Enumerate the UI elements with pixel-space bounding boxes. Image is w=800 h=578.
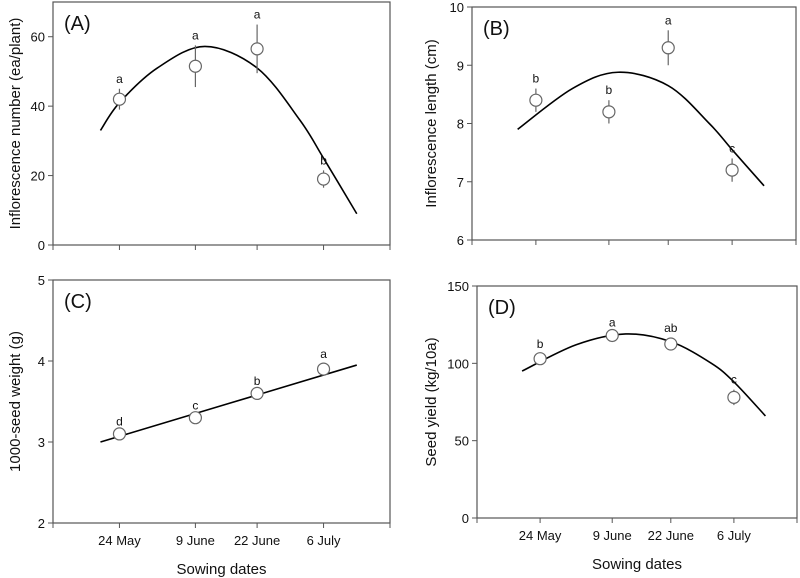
- data-point: [605, 328, 619, 343]
- y-tick-label: 8: [457, 117, 464, 132]
- y-tick-label: 9: [457, 58, 464, 73]
- data-point: [316, 172, 331, 186]
- data-point: [661, 41, 675, 55]
- data-point: [725, 163, 739, 177]
- significance-letter: d: [116, 414, 123, 428]
- significance-letter: a: [192, 28, 199, 42]
- data-point: [250, 42, 264, 56]
- y-axis-label: Inflorescence number (ea/plant): [7, 18, 24, 230]
- x-tick-label: 6 July: [717, 528, 751, 543]
- y-tick-label: 4: [38, 354, 45, 369]
- significance-letter: c: [731, 373, 737, 387]
- y-tick-label: 20: [31, 169, 45, 184]
- plot-frame: [476, 285, 798, 519]
- y-tick-label: 0: [38, 238, 45, 253]
- plot-frame: [52, 279, 391, 524]
- significance-letter: a: [320, 347, 327, 361]
- significance-letter: b: [320, 153, 327, 167]
- x-axis-label: Sowing dates: [176, 561, 266, 578]
- x-axis-label: Sowing dates: [592, 556, 682, 573]
- fit-curve: [99, 45, 358, 215]
- significance-letter: a: [665, 13, 672, 27]
- panel-b: 6 7 8 9 10 Inflorescence length (cm) (B) b b a c: [423, 0, 797, 248]
- y-tick-label: 60: [31, 30, 45, 45]
- data-point: [529, 93, 543, 107]
- panel-d: 0 50 100 150 24 May 9 June 22 June 6 July Sowing…: [423, 279, 798, 573]
- plot-frame: [471, 6, 797, 241]
- x-tick-label: 22 June: [648, 528, 694, 543]
- significance-letter: a: [609, 315, 616, 329]
- x-tick-label: 9 June: [593, 528, 632, 543]
- x-tick-label: 22 June: [234, 533, 280, 548]
- fit-curve: [517, 71, 765, 187]
- panel-a: 0 20 40 60 Inflorescence number (ea/plant) (A…: [7, 1, 391, 253]
- significance-letter: b: [537, 337, 544, 351]
- significance-letter: b: [254, 374, 261, 388]
- plot-frame: [52, 1, 391, 246]
- y-tick-label: 3: [38, 435, 45, 450]
- significance-letter: a: [254, 8, 261, 22]
- significance-letter: c: [729, 141, 735, 155]
- y-tick-label: 50: [455, 434, 469, 449]
- fit-curve: [100, 364, 358, 443]
- x-tick-label: 24 May: [519, 528, 562, 543]
- significance-letter: c: [192, 398, 198, 412]
- y-tick-label: 100: [447, 356, 469, 371]
- data-point: [188, 59, 202, 73]
- significance-letter: ab: [664, 321, 678, 335]
- significance-letter: a: [116, 72, 123, 86]
- data-point: [188, 411, 202, 425]
- fit-curve: [521, 333, 767, 417]
- data-point: [316, 362, 331, 376]
- significance-letter: b: [533, 72, 540, 86]
- panel-label: (A): [64, 13, 91, 35]
- data-point: [112, 427, 127, 441]
- y-tick-label: 150: [447, 279, 469, 294]
- y-tick-label: 7: [457, 175, 464, 190]
- data-point: [533, 352, 547, 366]
- significance-letter: b: [606, 83, 613, 97]
- data-point: [250, 386, 264, 400]
- y-tick-label: 40: [31, 99, 45, 114]
- y-axis-label: Seed yield (kg/10a): [423, 337, 440, 466]
- y-tick-label: 10: [450, 0, 464, 15]
- y-tick-label: 0: [462, 511, 469, 526]
- y-axis-label: 1000-seed weight (g): [7, 331, 24, 472]
- y-tick-label: 2: [38, 516, 45, 531]
- x-tick-label: 24 May: [98, 533, 141, 548]
- panel-c: 2 3 4 5 24 May 9 June 22 June 6 July Sowing date…: [7, 273, 391, 578]
- data-point: [727, 390, 741, 404]
- y-tick-label: 5: [38, 273, 45, 288]
- data-point: [602, 105, 616, 119]
- panel-label: (C): [64, 291, 92, 313]
- x-tick-label: 9 June: [176, 533, 215, 548]
- data-point: [664, 337, 678, 351]
- panel-label: (B): [483, 18, 510, 40]
- y-axis-label: Inflorescence length (cm): [423, 39, 440, 207]
- data-point: [112, 92, 127, 106]
- y-tick-label: 6: [457, 233, 464, 248]
- panel-label: (D): [488, 297, 516, 319]
- x-tick-label: 6 July: [307, 533, 341, 548]
